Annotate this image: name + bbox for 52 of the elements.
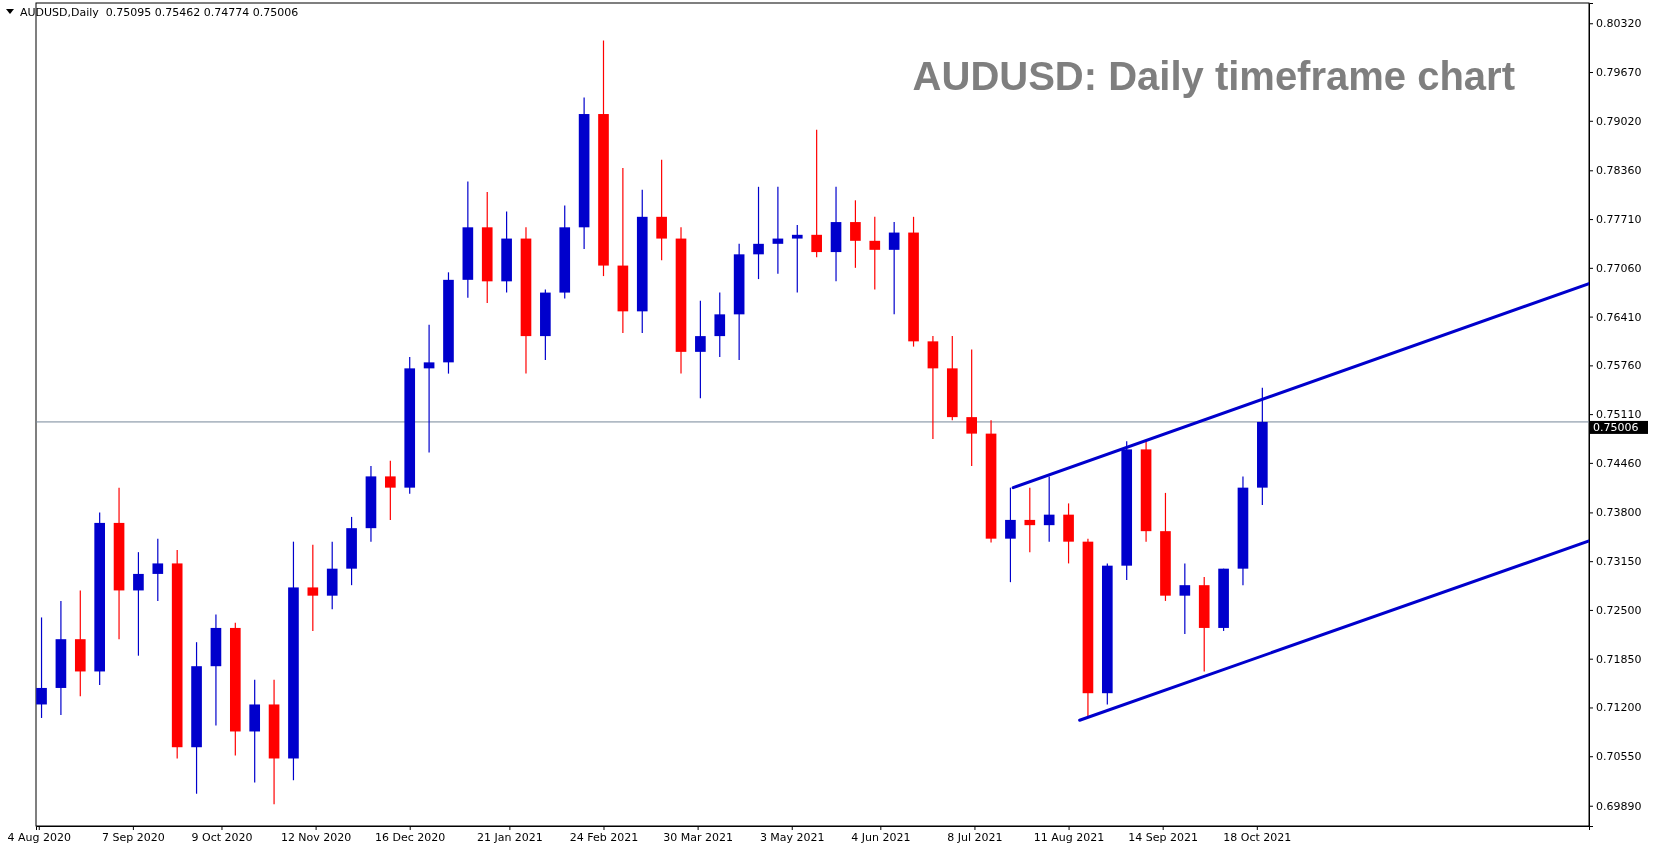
x-tick-label: 30 Mar 2021 — [663, 830, 733, 844]
candlestick — [966, 349, 977, 467]
y-tick-label: 0.73150 — [1596, 555, 1642, 569]
x-tick-label: 16 Dec 2020 — [375, 830, 446, 844]
x-tick-label: 3 May 2021 — [759, 830, 825, 844]
y-tick-label: 0.80320 — [1596, 17, 1642, 31]
y-tick-label: 0.74460 — [1596, 456, 1642, 470]
y-tick-label: 0.76410 — [1596, 310, 1642, 324]
x-tick-label: 9 Oct 2020 — [191, 830, 253, 844]
x-tick-label: 18 Oct 2021 — [1223, 830, 1292, 844]
y-tick-label: 0.75110 — [1596, 408, 1642, 422]
candlestick — [888, 221, 900, 315]
x-tick-label: 14 Sep 2021 — [1128, 830, 1199, 844]
y-tick-label: 0.78360 — [1596, 164, 1642, 178]
candlestick — [753, 186, 764, 280]
candlestick — [869, 216, 881, 291]
candlestick — [811, 129, 822, 258]
x-tick-label: 12 Nov 2020 — [280, 830, 352, 844]
candlestick — [307, 544, 319, 632]
candlestick — [133, 551, 144, 657]
x-tick-label: 8 Jul 2021 — [947, 830, 1003, 844]
y-tick-label: 0.69890 — [1596, 799, 1642, 813]
chart-subtitle: AUDUSD,Daily 0.75095 0.75462 0.74774 0.75006 — [20, 6, 299, 19]
y-tick-label: 0.77060 — [1596, 261, 1642, 275]
x-tick-label: 4 Aug 2020 — [7, 830, 71, 844]
candlestick — [385, 460, 396, 521]
y-tick-label: 0.79020 — [1596, 114, 1642, 128]
candlestick — [36, 616, 47, 719]
y-tick-label: 0.71850 — [1596, 652, 1642, 666]
candlestick — [695, 300, 706, 399]
candlestick — [1024, 487, 1036, 553]
candlestick — [1179, 562, 1191, 635]
y-tick-label: 0.79670 — [1596, 66, 1642, 80]
candlestick — [152, 538, 164, 602]
x-tick-label: 21 Jan 2021 — [476, 830, 543, 844]
y-tick-label: 0.73800 — [1596, 506, 1642, 520]
x-tick-label: 7 Sep 2020 — [102, 830, 165, 844]
y-tick-label: 0.70550 — [1596, 750, 1642, 764]
y-tick-label: 0.77710 — [1596, 213, 1642, 227]
x-tick-label: 11 Aug 2021 — [1033, 830, 1105, 844]
x-tick-label: 4 Jun 2021 — [851, 830, 911, 844]
text: AUDUSD: Daily timeframe chart — [912, 54, 1515, 98]
ref-line-label: 0.75006 — [1593, 420, 1639, 434]
x-tick-label: 24 Feb 2021 — [569, 830, 639, 844]
candlestick — [714, 291, 726, 358]
candlestick — [656, 159, 667, 261]
y-tick-label: 0.75760 — [1596, 359, 1642, 373]
candlestick — [850, 199, 861, 269]
candlestick — [423, 324, 435, 453]
y-tick-label: 0.72500 — [1596, 603, 1642, 617]
y-tick-label: 0.71200 — [1596, 701, 1642, 715]
candlestick — [791, 224, 803, 294]
